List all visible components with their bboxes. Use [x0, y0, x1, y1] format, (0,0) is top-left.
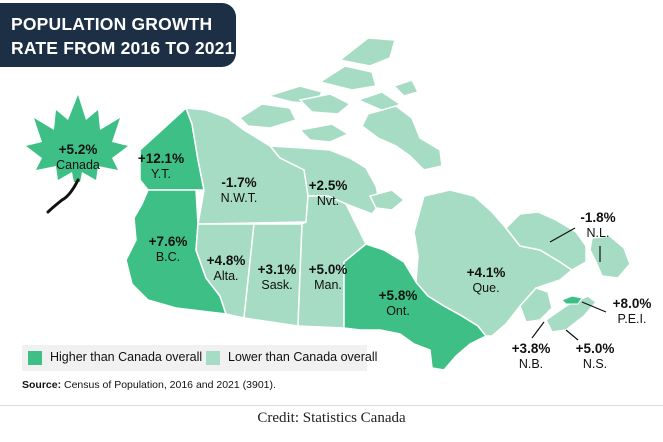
label-sk: +3.1% Sask.: [257, 262, 297, 292]
arctic-islands: [238, 37, 443, 171]
source-text: Census of Population, 2016 and 2021 (390…: [61, 379, 276, 391]
map-panel: POPULATION GROWTH RATE FROM 2016 TO 2021…: [0, 3, 663, 406]
canada-label: +5.2% Canada: [40, 142, 116, 172]
label-nb: +3.8% N.B.: [511, 341, 551, 371]
region-mb: [297, 195, 367, 329]
label-nwt: -1.7% N.W.T.: [220, 175, 258, 205]
canada-value: +5.2%: [58, 142, 98, 157]
label-ns: +5.0% N.S.: [575, 341, 615, 371]
region-pe: [561, 295, 583, 305]
title-line-1: POPULATION GROWTH: [11, 14, 213, 34]
legend-lower-label: Lower than Canada overall: [228, 350, 378, 364]
legend-higher-swatch: [28, 351, 42, 365]
image-credit: Credit: Statistics Canada: [257, 410, 406, 426]
region-nb: [519, 287, 553, 323]
source-note: Source: Census of Population, 2016 and 2…: [22, 379, 276, 391]
canada-name: Canada: [56, 157, 100, 172]
region-nwt: [184, 107, 309, 225]
source-label: Source:: [22, 379, 62, 391]
maple-leaf-icon: [26, 95, 128, 182]
label-yt: +12.1% Y.T.: [137, 151, 185, 181]
label-on: +5.8% Ont.: [378, 288, 418, 318]
title-banner: POPULATION GROWTH RATE FROM 2016 TO 2021: [0, 3, 236, 67]
legend-lower-swatch: [206, 351, 220, 365]
label-pe: +8.0% P.E.I.: [612, 296, 652, 326]
label-nvt: +2.5% Nvt.: [308, 178, 348, 208]
region-nl-island: [589, 235, 631, 279]
maple-leaf-stem: [46, 178, 80, 214]
label-qc: +4.1% Que.: [466, 265, 506, 295]
legend-higher-label: Higher than Canada overall: [50, 350, 203, 364]
label-nl: -1.8% N.L.: [580, 210, 616, 240]
leader-lines: [531, 227, 607, 341]
legend: Higher than Canada overall Lower than Ca…: [22, 345, 377, 371]
region-nl-labrador: [505, 211, 587, 271]
canada-map: [26, 37, 631, 371]
title-line-2: RATE FROM 2016 TO 2021: [11, 38, 235, 58]
region-on: [343, 243, 488, 371]
label-bc: +7.6% B.C.: [148, 234, 188, 264]
label-ab: +4.8% Alta.: [206, 253, 246, 283]
label-mb: +5.0% Man.: [308, 262, 348, 292]
southampton-island: [368, 189, 406, 211]
